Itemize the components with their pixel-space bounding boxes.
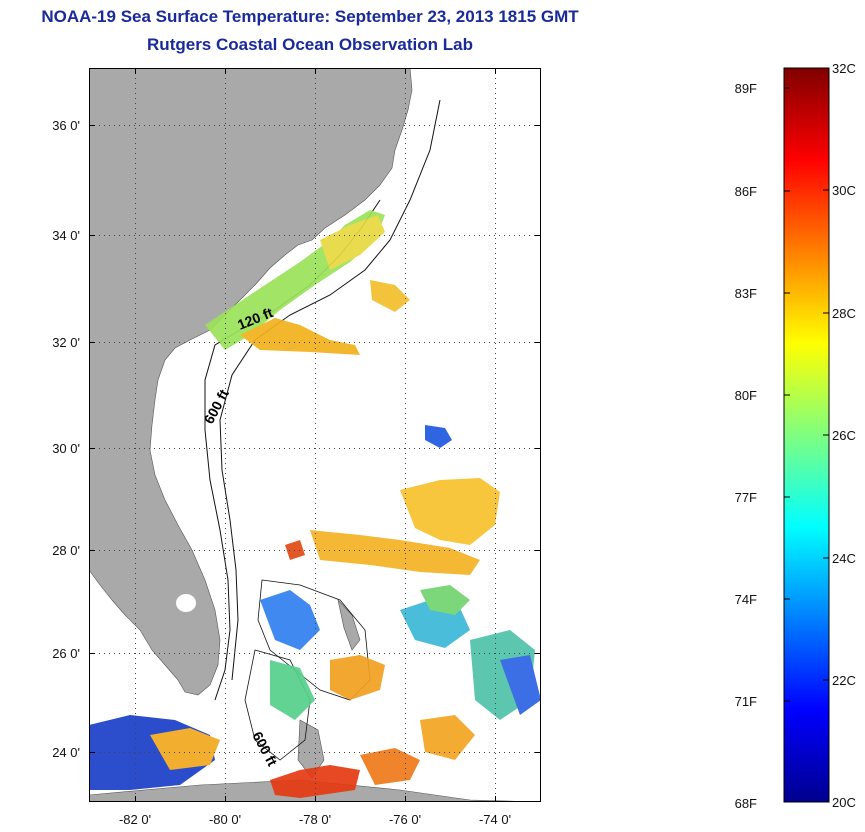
lon-label-82: -82 0' bbox=[119, 812, 151, 827]
lat-label-36: 36 0' bbox=[52, 118, 80, 133]
cb-label-c-20: 20C bbox=[832, 795, 856, 810]
cb-label-c-30: 30C bbox=[832, 183, 856, 198]
sst-coverage bbox=[89, 210, 541, 798]
lon-label-78: -78 0' bbox=[299, 812, 331, 827]
grid bbox=[89, 68, 541, 802]
land-us-coast bbox=[89, 68, 413, 696]
cb-label-f-77: 77F bbox=[734, 490, 757, 505]
cb-label-c-32: 32C bbox=[832, 61, 856, 76]
map-title: NOAA-19 Sea Surface Temperature: Septemb… bbox=[41, 7, 579, 26]
cb-label-f-89: 89F bbox=[734, 81, 757, 96]
cb-label-c-28: 28C bbox=[832, 306, 856, 321]
cb-label-c-24: 24C bbox=[832, 551, 856, 566]
cb-label-f-68: 68F bbox=[734, 796, 757, 811]
cb-label-f-80: 80F bbox=[734, 388, 757, 403]
cb-label-f-83: 83F bbox=[734, 286, 757, 301]
lon-label-76: -76 0' bbox=[389, 812, 421, 827]
lon-label-74: -74 0' bbox=[479, 812, 511, 827]
cb-label-f-74: 74F bbox=[734, 592, 757, 607]
lat-label-24: 24 0' bbox=[52, 745, 80, 760]
lat-label-34: 34 0' bbox=[52, 228, 80, 243]
land-bahamas bbox=[337, 599, 361, 651]
colorbar bbox=[783, 67, 830, 803]
map-subtitle: Rutgers Coastal Ocean Observation Lab bbox=[147, 35, 473, 54]
lat-label-28: 28 0' bbox=[52, 543, 80, 558]
cb-label-f-71: 71F bbox=[734, 694, 757, 709]
cb-label-c-22: 22C bbox=[832, 673, 856, 688]
cb-label-c-26: 26C bbox=[832, 428, 856, 443]
lat-label-26: 26 0' bbox=[52, 646, 80, 661]
axis-ticks bbox=[89, 68, 541, 802]
colorbar-ticks bbox=[784, 67, 829, 803]
lake bbox=[176, 594, 196, 612]
cb-label-f-86: 86F bbox=[734, 184, 757, 199]
lat-label-30: 30 0' bbox=[52, 441, 80, 456]
lat-label-32: 32 0' bbox=[52, 335, 80, 350]
lon-label-80: -80 0' bbox=[209, 812, 241, 827]
